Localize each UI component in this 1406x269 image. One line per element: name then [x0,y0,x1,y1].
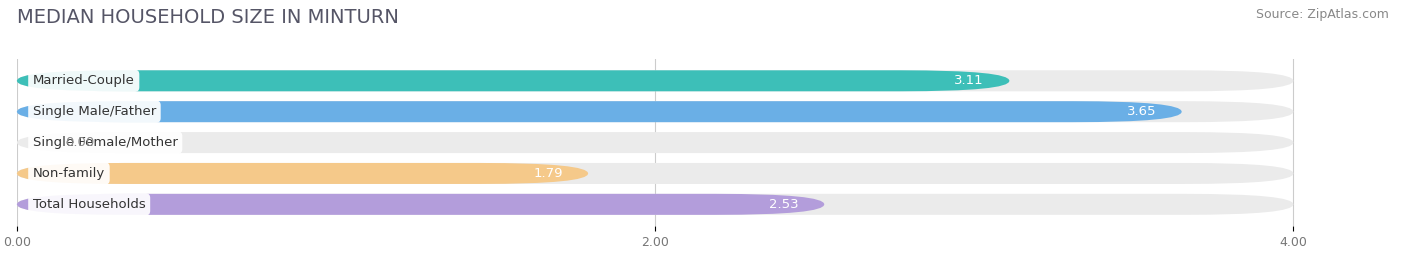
Text: 2.53: 2.53 [769,198,799,211]
Text: Source: ZipAtlas.com: Source: ZipAtlas.com [1256,8,1389,21]
FancyBboxPatch shape [17,70,1294,91]
FancyBboxPatch shape [17,163,1294,184]
FancyBboxPatch shape [17,132,1294,153]
FancyBboxPatch shape [17,163,588,184]
Text: Single Female/Mother: Single Female/Mother [32,136,177,149]
Text: 0.00: 0.00 [65,136,94,149]
Text: MEDIAN HOUSEHOLD SIZE IN MINTURN: MEDIAN HOUSEHOLD SIZE IN MINTURN [17,8,399,27]
FancyBboxPatch shape [17,194,1294,215]
Text: 1.79: 1.79 [533,167,562,180]
Text: Single Male/Father: Single Male/Father [32,105,156,118]
Text: Non-family: Non-family [32,167,105,180]
Text: 3.11: 3.11 [955,74,984,87]
FancyBboxPatch shape [17,194,824,215]
FancyBboxPatch shape [17,101,1181,122]
FancyBboxPatch shape [17,70,1010,91]
Text: 3.65: 3.65 [1126,105,1156,118]
FancyBboxPatch shape [17,101,1294,122]
Text: Total Households: Total Households [32,198,146,211]
Text: Married-Couple: Married-Couple [32,74,135,87]
